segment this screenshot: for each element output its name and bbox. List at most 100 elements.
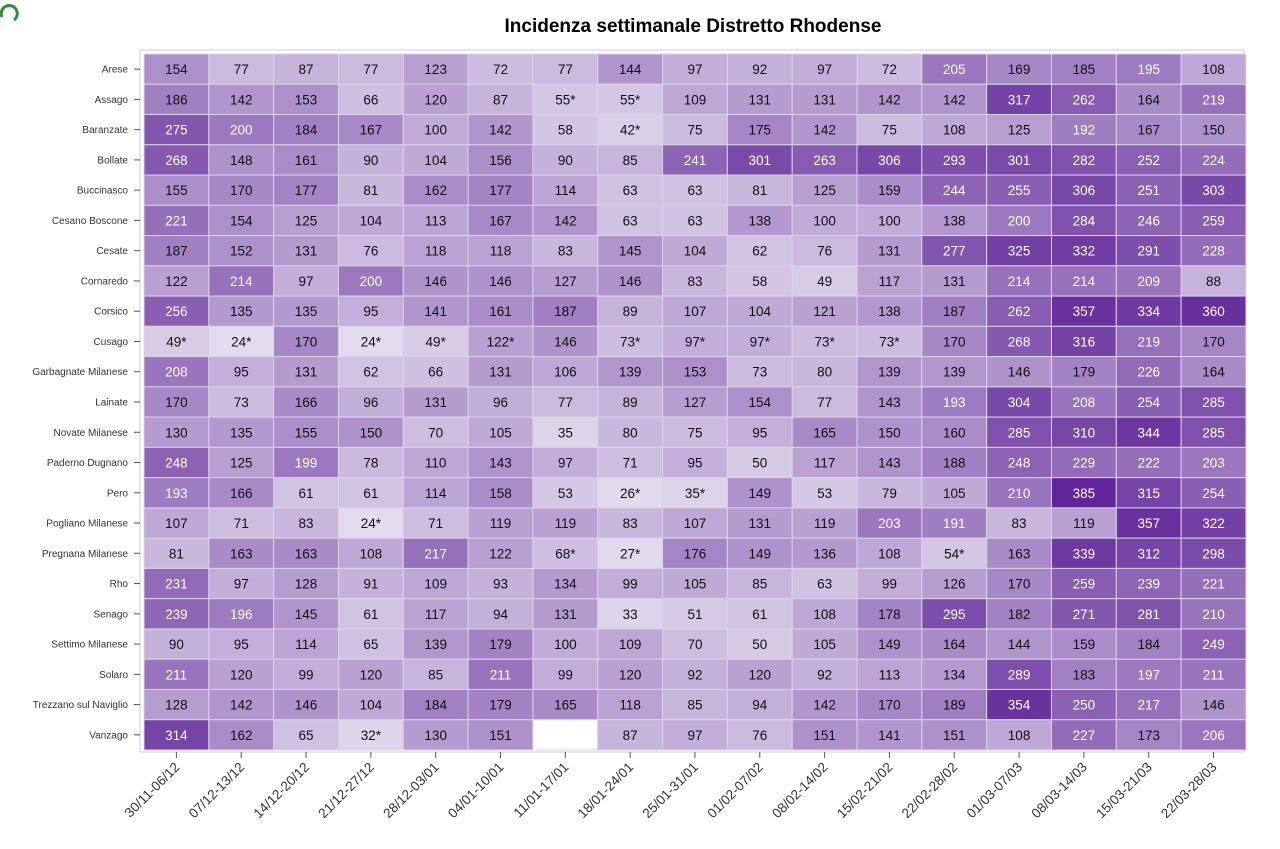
row-label: Buccinasco xyxy=(77,186,129,197)
cell-value-label: 136 xyxy=(813,546,836,561)
heatmap-cell xyxy=(1180,446,1247,479)
cell-value-label: 63 xyxy=(817,577,832,592)
cell-value-label: 284 xyxy=(1073,213,1096,228)
heatmap-cell xyxy=(921,144,988,176)
heatmap-cell xyxy=(662,416,728,448)
heatmap-cell xyxy=(208,325,275,358)
heatmap-cell xyxy=(921,356,988,388)
cell-value-label: 128 xyxy=(295,577,318,592)
heatmap-cell xyxy=(1180,598,1247,630)
cell-value-label: 73* xyxy=(879,334,900,349)
cell-value-label: 61 xyxy=(363,486,378,501)
heatmap-cell xyxy=(986,446,1052,479)
cell-value-label: 156 xyxy=(489,153,512,168)
cell-value-label: 219 xyxy=(1137,334,1160,349)
cell-value-label: 162 xyxy=(230,728,253,743)
cell-value-label: 85 xyxy=(752,577,767,592)
cell-value-label: 332 xyxy=(1073,244,1096,259)
heatmap-cell xyxy=(273,204,339,237)
heatmap-cell xyxy=(532,719,599,751)
cell-value-label: 105 xyxy=(813,637,836,652)
cell-value-label: 254 xyxy=(1137,395,1160,410)
heatmap-cell xyxy=(986,144,1052,176)
cell-value-label: 92 xyxy=(752,62,767,77)
cell-value-label: 151 xyxy=(813,728,836,743)
cell-value-label: 176 xyxy=(684,546,707,561)
cell-value-label: 100 xyxy=(424,123,447,138)
cell-value-label: 224 xyxy=(1202,153,1225,168)
cell-value-label: 97 xyxy=(817,62,832,77)
heatmap-cell xyxy=(337,235,404,267)
cell-value-label: 127 xyxy=(554,274,577,289)
cell-value-label: 134 xyxy=(943,667,966,682)
heatmap-cell xyxy=(337,416,404,448)
heatmap-cell xyxy=(856,325,923,358)
heatmap-cell xyxy=(1180,114,1247,146)
heatmap-cell xyxy=(597,356,664,388)
cell-value-label: 70 xyxy=(687,637,702,652)
cell-value-label: 239 xyxy=(165,607,188,622)
heatmap-cell xyxy=(921,507,988,539)
cell-value-label: 119 xyxy=(814,516,836,531)
cell-value-label: 173 xyxy=(1137,728,1160,743)
cell-value-label: 154 xyxy=(749,395,772,410)
cell-value-label: 200 xyxy=(230,123,253,138)
heatmap-cell xyxy=(921,719,988,751)
cell-value-label: 97 xyxy=(687,728,702,743)
heatmap-cell xyxy=(1050,658,1117,690)
cell-value-label: 304 xyxy=(1008,395,1031,410)
heatmap-cell xyxy=(337,537,404,569)
heatmap-cell xyxy=(273,719,339,751)
heatmap-cell xyxy=(208,446,275,479)
heatmap-cell xyxy=(791,567,858,600)
heatmap-cell xyxy=(208,537,275,569)
cell-value-label: 148 xyxy=(230,153,253,168)
heatmap-cell xyxy=(856,446,923,479)
cell-value-label: 135 xyxy=(295,304,318,319)
heatmap-cell xyxy=(856,265,923,297)
heatmap-cell xyxy=(467,83,534,116)
heatmap-cell xyxy=(337,507,404,539)
heatmap-cell xyxy=(856,53,923,85)
heatmap-cell xyxy=(791,537,858,569)
cell-value-label: 285 xyxy=(1008,425,1031,440)
cell-value-label: 96 xyxy=(493,395,508,410)
heatmap-cell xyxy=(662,235,728,267)
column-label: 04/01-10/01 xyxy=(445,759,507,821)
heatmap-cell xyxy=(337,446,404,479)
heatmap-cell xyxy=(791,235,858,267)
heatmap-cell xyxy=(986,598,1052,630)
cell-value-label: 187 xyxy=(943,304,966,319)
heatmap-cell xyxy=(467,688,534,721)
heatmap-cell xyxy=(1115,537,1182,569)
column-label: 22/03-28/03 xyxy=(1158,759,1220,821)
heatmap-cell xyxy=(986,325,1052,358)
cell-value-label: 109 xyxy=(424,577,447,592)
heatmap-cell xyxy=(791,204,858,237)
cell-value-label: 109 xyxy=(619,637,642,652)
cell-value-label: 108 xyxy=(943,123,966,138)
heatmap-cell xyxy=(402,628,469,660)
cell-value-label: 83 xyxy=(687,274,702,289)
heatmap-cell xyxy=(662,446,728,479)
heatmap-cell xyxy=(1180,295,1247,327)
heatmap-cell xyxy=(597,325,664,358)
heatmap-cell xyxy=(597,174,664,206)
heatmap-cell xyxy=(1050,598,1117,630)
cell-value-label: 83 xyxy=(623,516,638,531)
cell-value-label: 100 xyxy=(878,213,901,228)
heatmap-cell xyxy=(662,537,728,569)
cell-value-label: 170 xyxy=(943,334,966,349)
cell-value-label: 175 xyxy=(749,123,772,138)
heatmap-cell xyxy=(1115,446,1182,479)
cell-value-label: 79 xyxy=(882,486,897,501)
heatmap-cell xyxy=(791,507,858,539)
cell-value-label: 248 xyxy=(1008,456,1031,471)
cell-value-label: 167 xyxy=(1137,123,1160,138)
cell-value-label: 250 xyxy=(1073,698,1096,713)
cell-value-label: 105 xyxy=(943,486,966,501)
heatmap-cell xyxy=(1180,628,1247,660)
heatmap-cell xyxy=(597,598,664,630)
heatmap-cell xyxy=(921,598,988,630)
cell-value-label: 179 xyxy=(489,698,512,713)
